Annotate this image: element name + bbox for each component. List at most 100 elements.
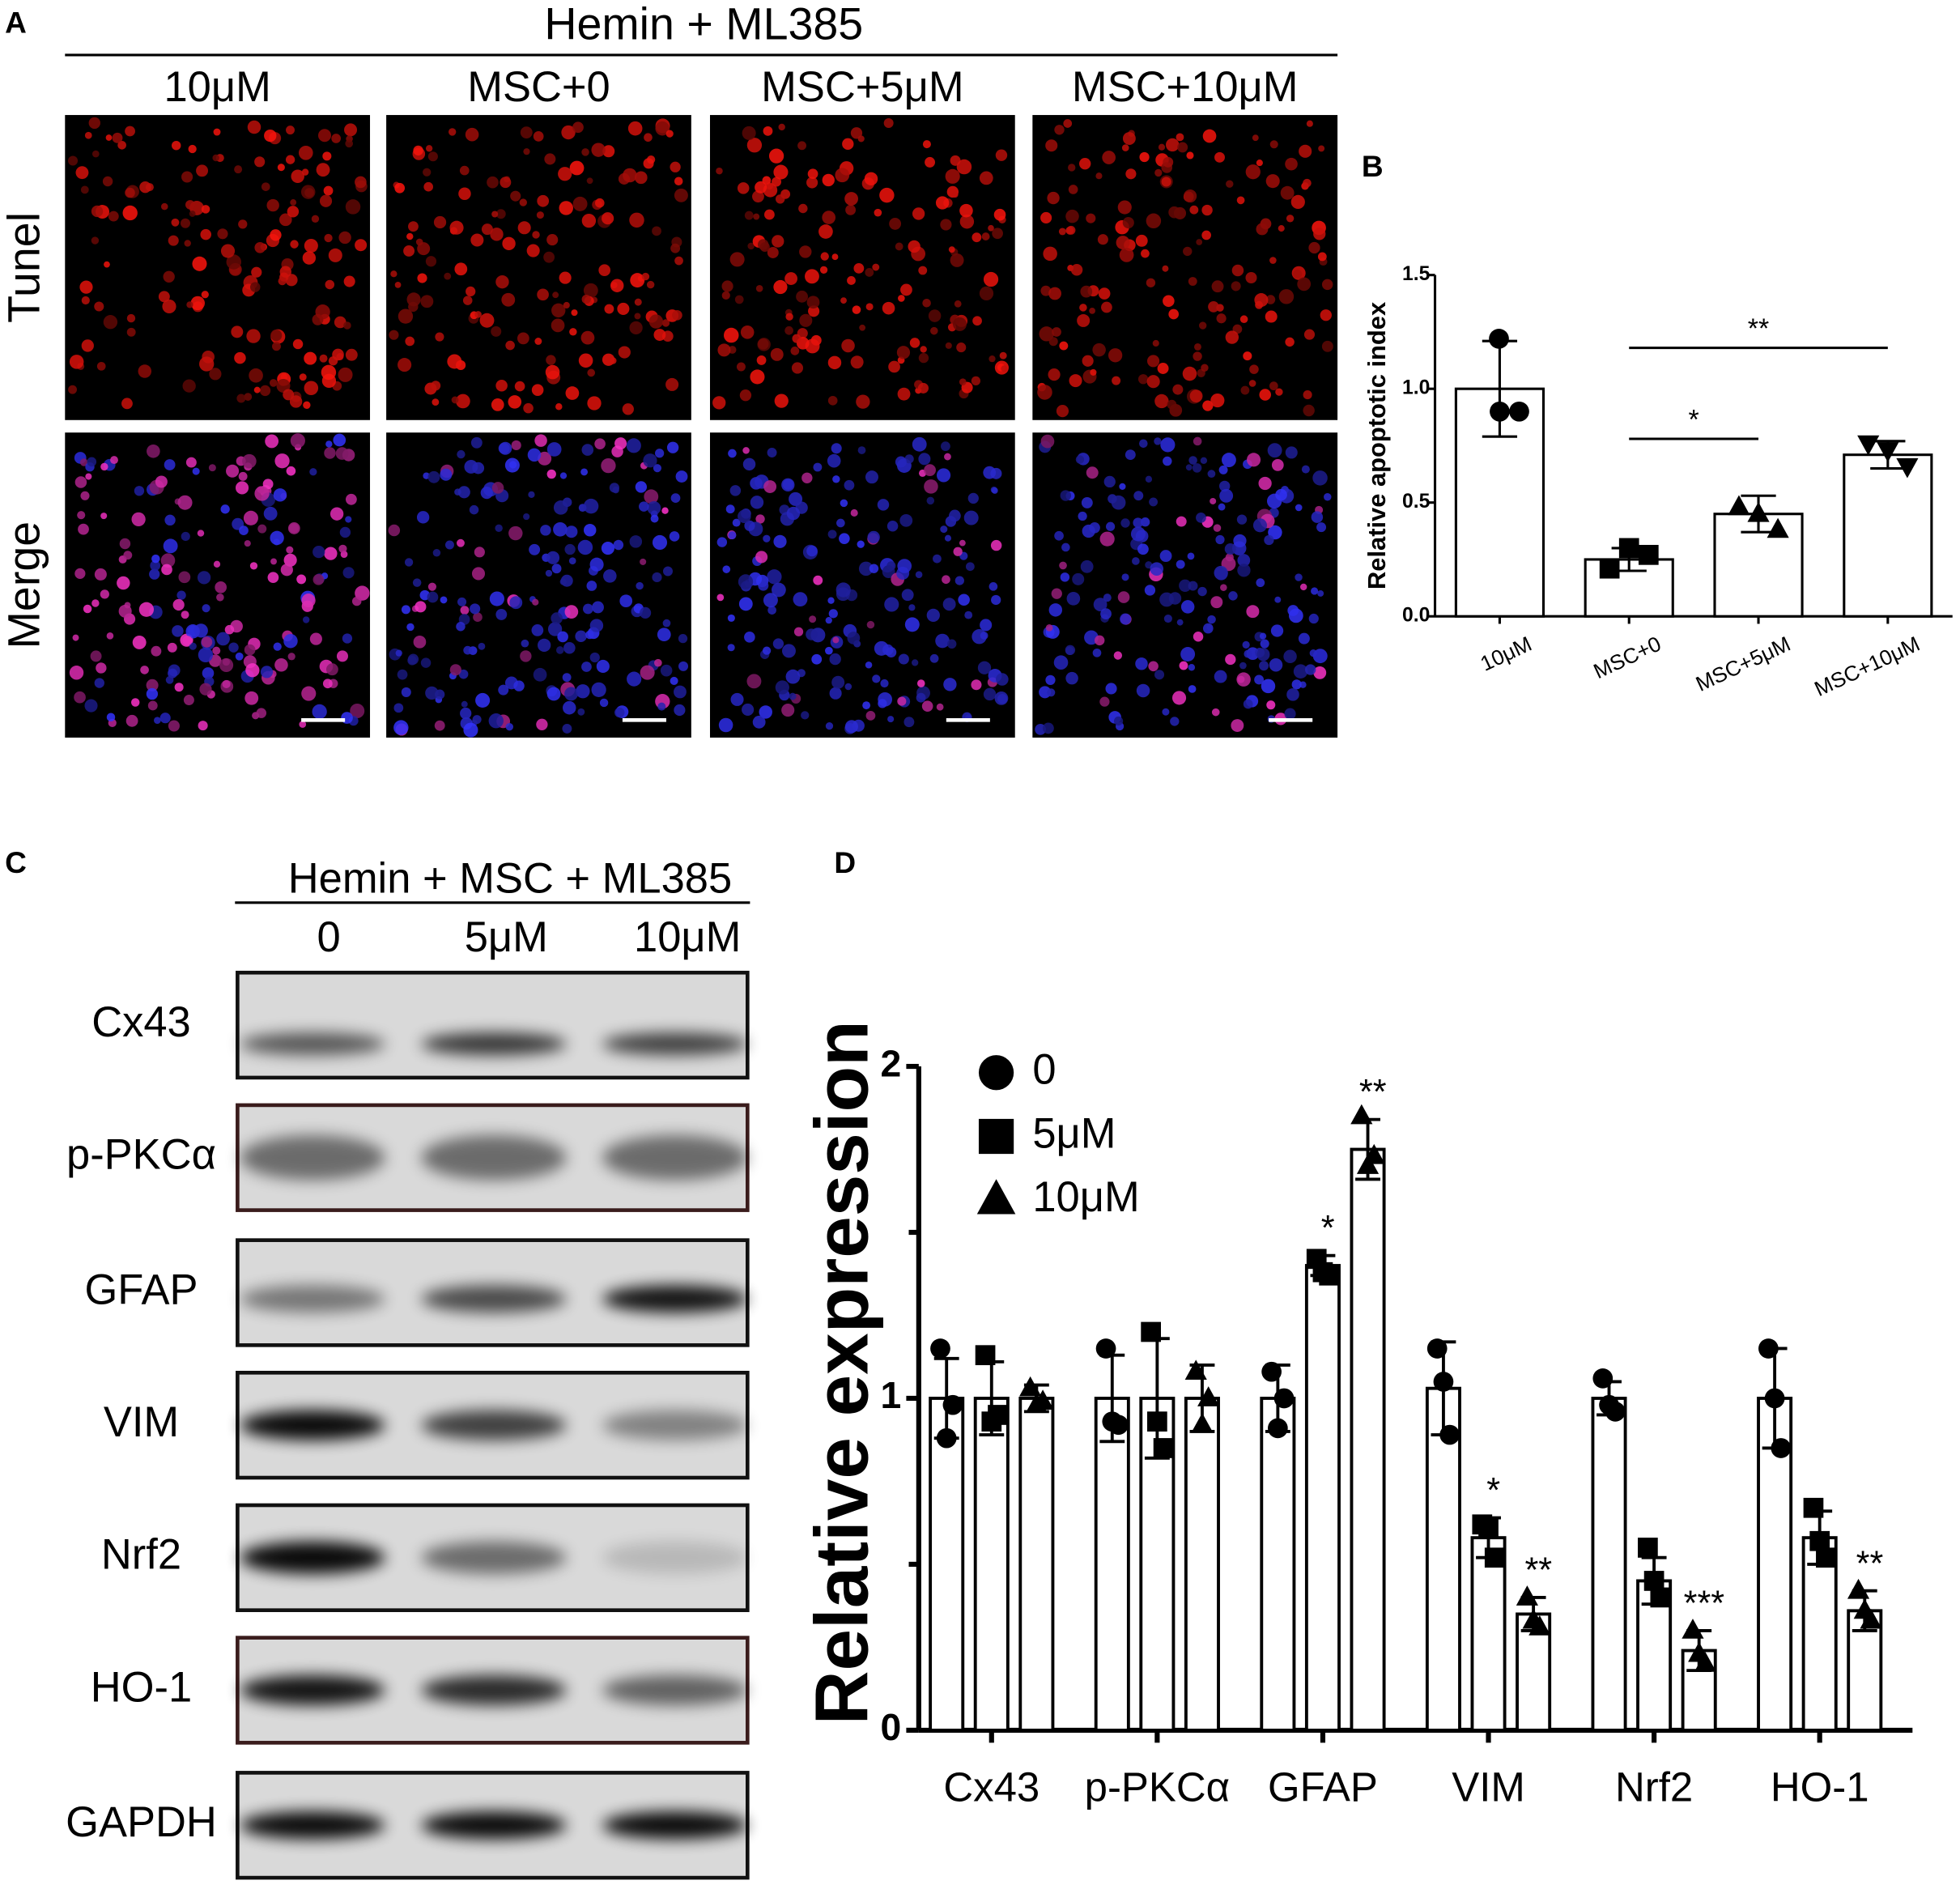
cell bbox=[1100, 608, 1112, 620]
data-point bbox=[1803, 1497, 1824, 1518]
cell bbox=[634, 171, 648, 185]
cell bbox=[226, 254, 241, 270]
row-label: Merge bbox=[0, 521, 49, 649]
cell bbox=[755, 514, 765, 524]
cell bbox=[674, 685, 687, 699]
cell bbox=[463, 645, 473, 655]
cell bbox=[1214, 151, 1225, 163]
cell bbox=[220, 504, 230, 514]
cell bbox=[775, 680, 789, 695]
cell bbox=[1290, 194, 1305, 210]
cell bbox=[433, 215, 447, 229]
cell bbox=[850, 355, 864, 369]
cell bbox=[398, 308, 414, 324]
cell bbox=[822, 211, 836, 224]
cell bbox=[602, 145, 615, 158]
cell bbox=[1001, 365, 1008, 372]
cell bbox=[1321, 279, 1333, 291]
cell bbox=[81, 339, 94, 352]
cell bbox=[652, 226, 661, 236]
significance-label: *** bbox=[1684, 1584, 1725, 1623]
cell bbox=[96, 662, 107, 674]
cell bbox=[747, 242, 755, 250]
cell bbox=[417, 242, 431, 256]
cell bbox=[1146, 278, 1156, 287]
cell bbox=[559, 472, 568, 479]
cell bbox=[773, 534, 787, 548]
cell bbox=[792, 334, 801, 343]
cell bbox=[523, 513, 530, 521]
cell bbox=[287, 522, 300, 534]
cell bbox=[912, 207, 925, 220]
cell bbox=[845, 204, 857, 215]
cell bbox=[184, 240, 191, 247]
cell bbox=[1275, 388, 1283, 396]
data-point bbox=[1771, 1438, 1792, 1458]
cell bbox=[423, 168, 432, 177]
cell bbox=[1274, 596, 1282, 603]
cell bbox=[840, 499, 848, 508]
cell bbox=[322, 679, 333, 689]
cell bbox=[1150, 562, 1164, 576]
cell bbox=[474, 547, 485, 558]
cell bbox=[1147, 355, 1160, 368]
cell bbox=[563, 301, 570, 309]
cell bbox=[473, 612, 483, 623]
cell bbox=[265, 434, 279, 449]
y-tick-label: 0 bbox=[880, 1706, 901, 1748]
cell bbox=[1040, 211, 1052, 224]
cell bbox=[1154, 670, 1165, 680]
cell bbox=[721, 280, 733, 292]
cell bbox=[1086, 466, 1099, 479]
cell bbox=[470, 603, 481, 615]
cell bbox=[1098, 287, 1111, 300]
cell bbox=[897, 387, 911, 401]
cell bbox=[729, 252, 745, 267]
cell bbox=[267, 572, 279, 584]
cell bbox=[199, 356, 215, 372]
cell bbox=[74, 476, 87, 488]
cell bbox=[1218, 503, 1226, 511]
cell bbox=[201, 636, 213, 648]
cell bbox=[298, 145, 313, 160]
cell bbox=[622, 403, 634, 415]
cell bbox=[345, 516, 352, 523]
cell bbox=[988, 224, 994, 232]
cell bbox=[639, 501, 649, 512]
cell bbox=[916, 679, 925, 687]
cell bbox=[610, 357, 617, 364]
cell bbox=[564, 543, 576, 555]
cell bbox=[1316, 522, 1327, 533]
cell bbox=[940, 525, 948, 534]
cell bbox=[457, 486, 470, 499]
cell bbox=[670, 243, 681, 253]
cell bbox=[138, 364, 152, 378]
cell bbox=[1099, 531, 1115, 547]
cell bbox=[1192, 463, 1202, 473]
cell bbox=[1056, 405, 1069, 418]
cell bbox=[789, 692, 797, 700]
cell bbox=[304, 238, 318, 253]
cell bbox=[758, 580, 769, 591]
data-point bbox=[1682, 1619, 1704, 1639]
cell bbox=[126, 313, 136, 323]
data-point bbox=[1896, 457, 1919, 479]
cell bbox=[472, 715, 482, 725]
cell bbox=[836, 518, 845, 528]
cell bbox=[1285, 157, 1298, 171]
cell bbox=[273, 642, 282, 651]
cell bbox=[857, 446, 866, 454]
cell bbox=[918, 352, 929, 364]
bar bbox=[1470, 1536, 1507, 1732]
cell bbox=[1059, 341, 1069, 351]
cell bbox=[807, 168, 818, 180]
cell bbox=[1045, 674, 1056, 685]
cell bbox=[1189, 389, 1203, 403]
cell bbox=[877, 499, 890, 511]
micrograph bbox=[1032, 432, 1338, 738]
cell bbox=[286, 126, 295, 135]
cell bbox=[722, 565, 731, 573]
cell bbox=[872, 263, 880, 271]
cell bbox=[852, 305, 861, 314]
cell bbox=[806, 177, 818, 189]
